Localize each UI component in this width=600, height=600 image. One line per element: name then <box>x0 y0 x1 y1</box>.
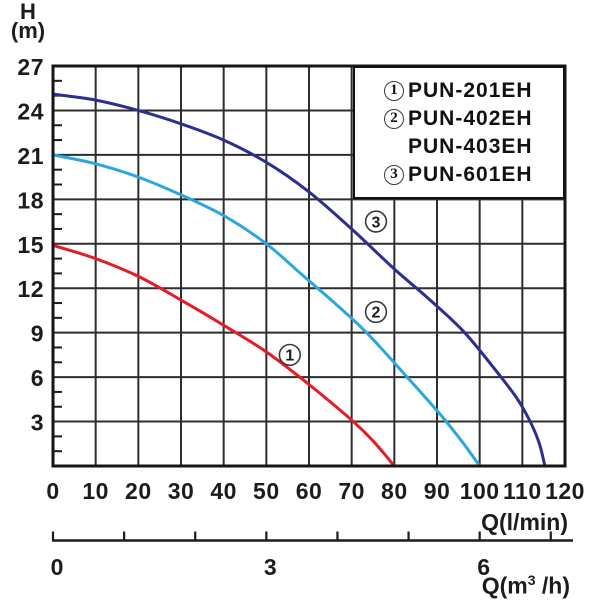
x-tick-label: 60 <box>296 478 323 504</box>
x-tick-label: 120 <box>545 478 585 504</box>
legend-row: 3 PUN-601EH <box>384 161 563 189</box>
legend-series-label: PUN-402EH <box>408 106 533 130</box>
x-tick-label: 20 <box>125 478 152 504</box>
legend-series-label: PUN-201EH <box>408 78 533 102</box>
curve-PUN-402EH / PUN-403EH <box>51 153 482 468</box>
legend-row: PUN-403EH <box>384 133 563 161</box>
y-tick-label: 12 <box>17 276 44 302</box>
x2-axis-title-prefix: Q(m <box>481 572 528 599</box>
sub-axis-layer: 0 3 6 <box>51 531 573 580</box>
x-tick-label: 30 <box>168 478 195 504</box>
y-axis-title-unit: (m) <box>10 18 46 43</box>
curve-marker-circle <box>278 343 301 367</box>
grid-layer <box>53 66 565 466</box>
curve-marker-digit: 1 <box>285 348 294 365</box>
x2-tick-label: 3 <box>264 554 277 580</box>
curve-marker-1: 1 <box>278 343 301 367</box>
x2-tick-label: 6 <box>477 554 490 580</box>
y-tick-label: 27 <box>17 54 44 80</box>
x2-axis-title: Q(m3 /h) <box>482 572 570 600</box>
curve-labels-layer: 1 2 3 <box>278 210 388 367</box>
x2-tick-label: 0 <box>51 554 64 580</box>
legend: 1 PUN-201EH 2 PUN-402EH PUN-403EH 3 PUN-601EH <box>353 66 565 199</box>
y-tick-label: 9 <box>31 321 44 347</box>
x-tick-label: 50 <box>253 478 280 504</box>
y-tick-label: 21 <box>17 143 44 169</box>
y-tick-label: 18 <box>17 187 44 213</box>
border-layer <box>51 64 567 468</box>
curve-marker-circle <box>364 300 388 324</box>
legend-row: 1 PUN-201EH <box>384 77 563 105</box>
x2-axis-title-sup: 3 <box>527 572 536 588</box>
legend-marker-1-icon: 1 <box>384 80 404 101</box>
y-axis-title-symbol: H <box>20 0 36 24</box>
curves-layer <box>51 92 547 468</box>
x-tick-label: 10 <box>82 478 109 504</box>
y-tick-label: 6 <box>31 365 44 391</box>
x-tick-label: 90 <box>424 478 451 504</box>
curve-PUN-201EH <box>51 243 396 468</box>
x-tick-label: 40 <box>210 478 237 504</box>
legend-marker-3-icon: 3 <box>384 164 404 185</box>
legend-series-label: PUN-403EH <box>408 134 533 158</box>
curve-marker-2: 2 <box>364 300 388 324</box>
y-axis-title: H (m) <box>5 0 51 43</box>
legend-row: 2 PUN-402EH <box>384 105 563 133</box>
plot-border <box>51 64 567 468</box>
x-axis-title: Q(l/min) <box>481 509 568 536</box>
legend-marker-2-icon: 2 <box>384 108 404 129</box>
legend-series-label: PUN-601EH <box>408 162 533 186</box>
curve-PUN-601EH <box>51 92 547 468</box>
curve-marker-3: 3 <box>364 210 388 233</box>
x-tick-label: 0 <box>46 478 59 504</box>
curve-marker-digit: 2 <box>372 305 381 322</box>
x-tick-label: 110 <box>503 478 542 504</box>
y-tick-label: 15 <box>17 232 44 258</box>
curve-marker-digit: 3 <box>372 214 381 231</box>
x2-axis-title-suffix: /h) <box>535 572 570 599</box>
x-axis-title-text: Q(l/min) <box>481 509 568 535</box>
tick-labels-layer: 0 10 20 30 40 50 60 70 80 90 100 110 120369121518212… <box>17 54 585 504</box>
y-tick-label: 24 <box>17 98 44 124</box>
y-tick-label: 3 <box>31 410 44 436</box>
x-tick-label: 80 <box>381 478 408 504</box>
x-tick-label: 100 <box>460 478 500 504</box>
curve-marker-circle <box>364 210 388 233</box>
x-tick-label: 70 <box>338 478 365 504</box>
